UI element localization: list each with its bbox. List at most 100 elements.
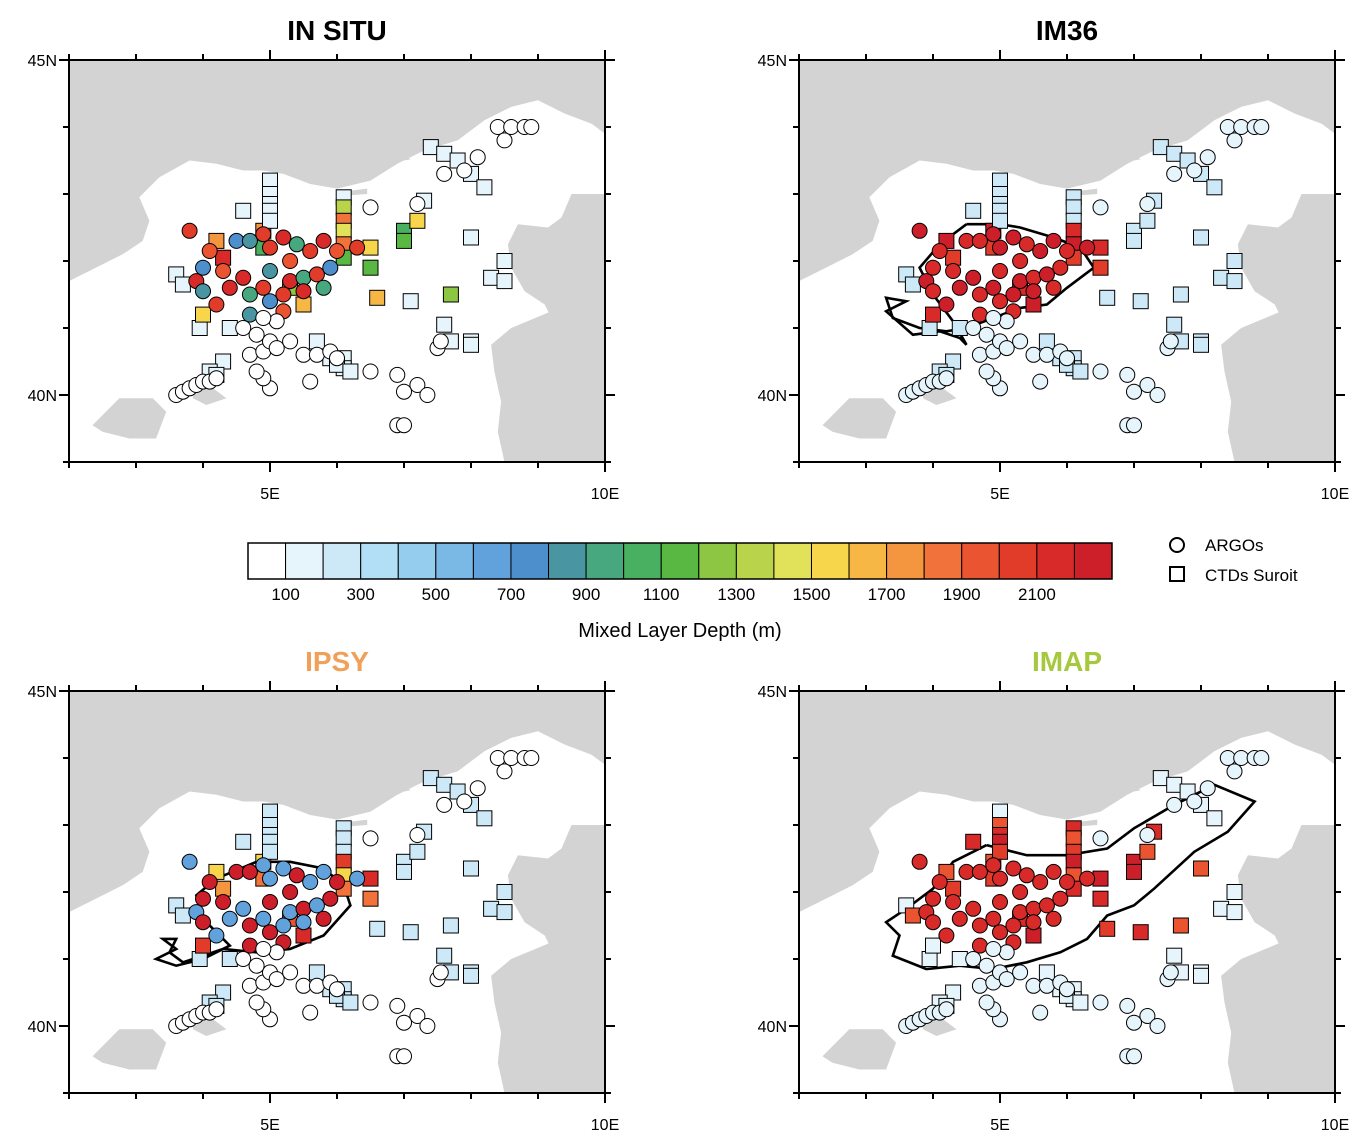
argo-float-marker (1005, 229, 1022, 246)
ctd-station-marker (362, 239, 379, 256)
argo-float-marker (978, 994, 995, 1011)
argo-float-marker (248, 326, 265, 343)
land-polygon (923, 388, 957, 405)
legend-label-ctds-suroit: CTDs Suroit (1205, 566, 1298, 585)
argo-float-marker (971, 346, 988, 363)
argo-float-marker (1005, 286, 1022, 303)
argo-float-marker (409, 377, 426, 393)
argo-float-marker (228, 232, 245, 249)
argo-float-marker (1126, 383, 1142, 400)
ctd-station-marker (174, 276, 191, 293)
argo-float-marker (978, 363, 995, 380)
land-polygon (69, 691, 605, 913)
ctd-station-marker (402, 924, 419, 941)
land (69, 60, 605, 462)
ctd-station-marker (1038, 964, 1055, 981)
argo-float-marker (255, 910, 272, 927)
ctd-station-marker (235, 833, 252, 850)
argo-float-marker (978, 957, 995, 974)
argo-float-marker (262, 894, 278, 910)
argo-float-marker (985, 279, 1002, 296)
ctd-station-marker (215, 880, 232, 897)
ctd-station-marker (463, 229, 479, 246)
argo-float-marker (181, 222, 198, 239)
argo-float-marker (308, 897, 325, 914)
argo-float-marker (985, 310, 1002, 326)
ctd-station-marker (1139, 843, 1156, 860)
land-polygon (350, 819, 368, 827)
ctd-station-marker (396, 232, 412, 249)
ctd-station-marker (191, 320, 208, 336)
argo-float-marker (938, 296, 955, 313)
observation-markers (898, 119, 1270, 434)
argo-float-marker (469, 149, 486, 166)
argo-float-marker (1233, 750, 1250, 766)
y-tick-label: 40N (28, 1019, 57, 1036)
argo-float-marker (1018, 236, 1035, 253)
land-polygon (507, 194, 605, 332)
colorbar: 100 300 500 700 900 1100 1300 1500 1700 1900 2100 (247, 542, 1113, 604)
colorbar-tick-label: 500 (422, 585, 450, 604)
y-tick-label: 45N (758, 53, 787, 70)
ctd-station-marker (1166, 776, 1183, 793)
land-polygon (491, 942, 605, 1093)
ctd-station-marker (904, 907, 921, 924)
argo-float-marker (282, 884, 299, 900)
ctd-station-marker (476, 179, 493, 196)
argo-float-marker (1219, 119, 1236, 135)
ctd-station-marker (221, 951, 238, 967)
argo-float-marker (1092, 830, 1109, 847)
ctd-station-marker (369, 289, 386, 306)
colorbar-bin (848, 542, 888, 580)
x-tick-label: 5E (260, 486, 280, 503)
ctd-station-marker (1166, 947, 1183, 964)
argo-float-marker (925, 914, 941, 931)
argo-float-marker (241, 346, 258, 363)
ctd-station-marker (442, 286, 459, 303)
ctd-station-marker (409, 843, 426, 860)
ctd-station-marker (1193, 967, 1209, 984)
argo-float-marker (938, 927, 955, 944)
ctd-station-marker (945, 984, 962, 1001)
argo-float-marker (195, 890, 211, 907)
argo-float-marker (241, 863, 258, 880)
argo-float-marker (523, 119, 540, 135)
argo-float-marker (456, 793, 473, 810)
argo-float-marker (1186, 793, 1203, 810)
argo-float-marker (1059, 350, 1075, 367)
ctd-station-marker (483, 269, 500, 286)
ctd-station-marker (1038, 333, 1055, 350)
argo-float-marker (419, 1018, 436, 1034)
argo-float-marker (1038, 897, 1055, 914)
argo-float-marker (998, 944, 1015, 961)
ctd-station-marker (342, 363, 359, 380)
argo-float-marker (998, 971, 1015, 988)
argo-float-marker (396, 1014, 412, 1031)
argo-float-marker (248, 957, 265, 974)
argo-float-marker (1012, 333, 1029, 350)
observation-markers (168, 750, 540, 1065)
argo-float-marker (349, 239, 366, 256)
argo-float-marker (241, 937, 258, 954)
land-polygon (491, 311, 605, 462)
argo-float-marker (268, 944, 285, 961)
argo-float-marker (496, 763, 513, 780)
argo-float-marker (523, 750, 540, 766)
x-tick-label: 5E (990, 1117, 1010, 1134)
argo-float-marker (1012, 904, 1029, 921)
argo-float-marker (262, 239, 278, 256)
ctd-station-marker (1092, 890, 1109, 907)
argo-float-marker (1126, 1048, 1142, 1065)
ctd-station-marker (195, 306, 211, 323)
colorbar-bin (623, 542, 662, 580)
panel-title: IN SITU (287, 15, 387, 46)
ctd-station-marker (396, 863, 412, 880)
axis-ticks (59, 681, 615, 1103)
argo-float-marker (938, 1001, 955, 1018)
argo-float-marker (201, 874, 218, 890)
ctd-station-marker (463, 967, 479, 984)
ctd-station-marker (951, 320, 968, 336)
ctd-station-marker (335, 222, 352, 239)
ctd-station-marker (925, 937, 941, 954)
argo-float-marker (965, 320, 982, 336)
